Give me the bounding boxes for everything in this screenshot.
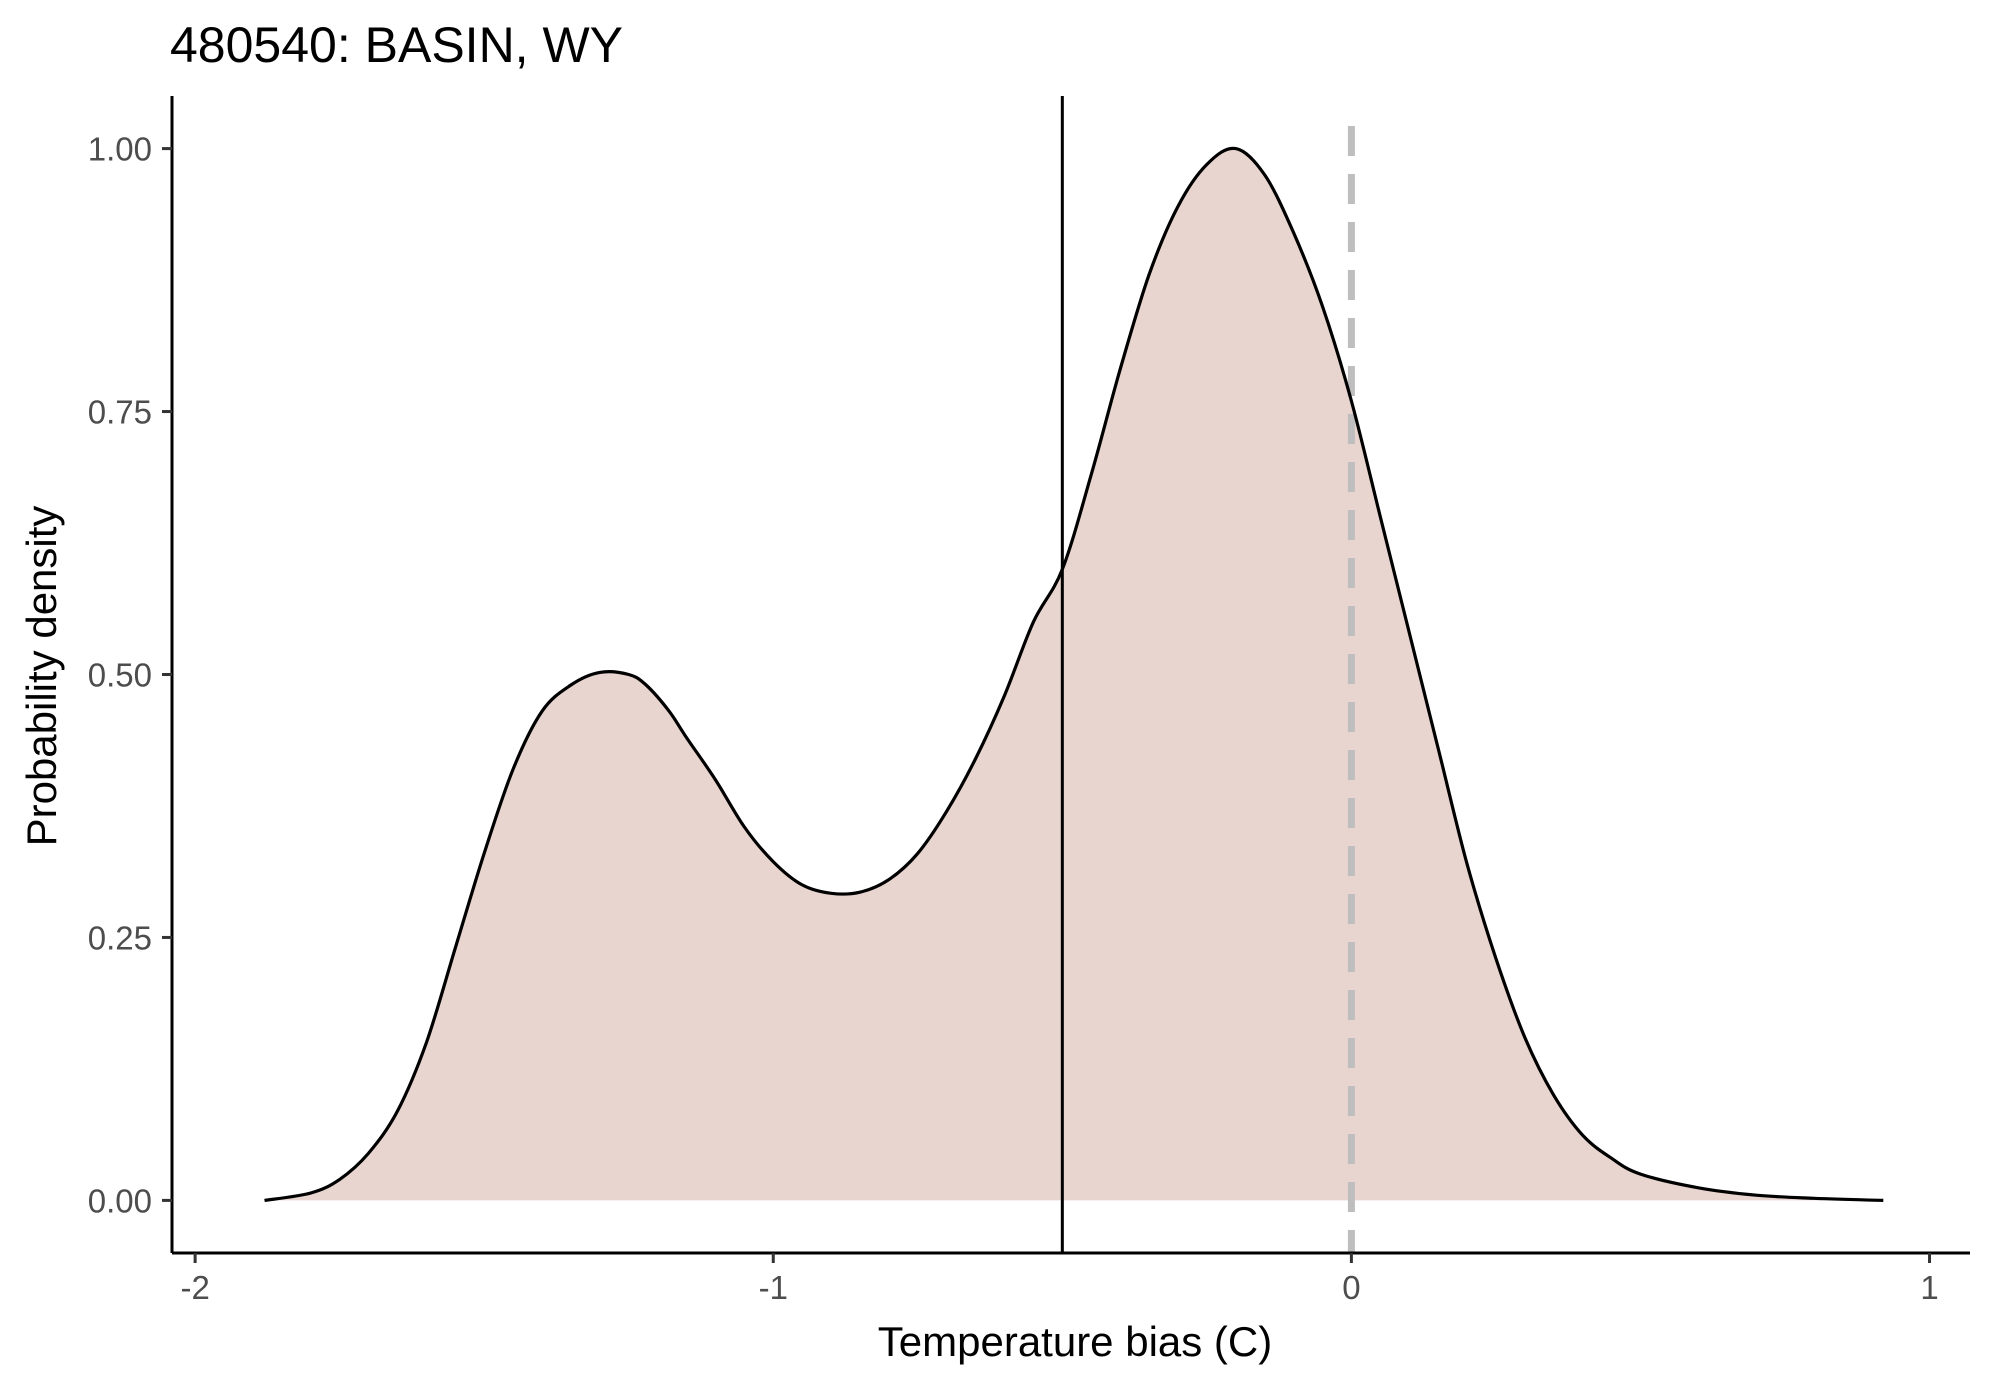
x-tick-label: -1 [759,1269,788,1306]
x-axis-title: Temperature bias (C) [878,1318,1272,1365]
plot-area [264,96,1884,1253]
y-tick-label: 0.75 [88,394,152,431]
y-tick-label: 0.50 [88,657,152,694]
density-area-fill [264,148,1884,1201]
y-tick-label: 0.25 [88,919,152,956]
y-tick-label: 0.00 [88,1182,152,1219]
x-tick-label: 1 [1920,1269,1938,1306]
axes: 0.00 0.25 0.50 0.75 1.00 -2 -1 0 1 [88,96,1970,1306]
x-tick-label: 0 [1342,1269,1360,1306]
density-curve [264,146,1884,1202]
x-tick-label: -2 [180,1269,209,1306]
chart-title: 480540: BASIN, WY [170,17,623,73]
y-tick-label: 1.00 [88,131,152,168]
y-axis-title: Probability density [18,506,65,847]
